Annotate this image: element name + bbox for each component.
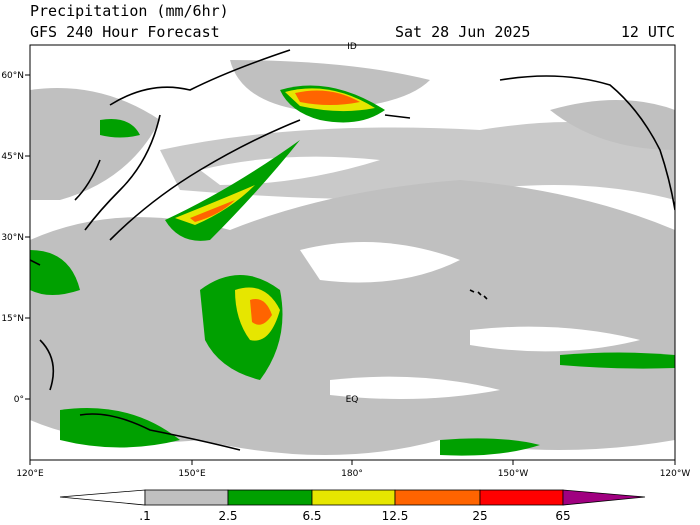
colorbar-label: .1 bbox=[139, 509, 150, 523]
lon-label: 120°W bbox=[660, 469, 691, 479]
colorbar-label: 2.5 bbox=[218, 509, 237, 523]
colorbar-label: 65 bbox=[555, 509, 570, 523]
subtitle: GFS 240 Hour Forecast bbox=[30, 23, 220, 41]
date: Sat 28 Jun 2025 bbox=[395, 23, 530, 41]
coastlines bbox=[30, 49, 675, 451]
lat-label: 0° bbox=[14, 395, 24, 405]
lon-label: 180° bbox=[341, 469, 363, 479]
ticks bbox=[25, 74, 676, 465]
very-heavy-precip bbox=[190, 90, 360, 325]
colorbar-label: 12.5 bbox=[382, 509, 409, 523]
colorbar-label: 6.5 bbox=[302, 509, 321, 523]
colorbar: .1 2.5 6.5 12.5 25 65 bbox=[59, 489, 646, 523]
dateline-label: ID bbox=[347, 42, 357, 52]
lat-label: 45°N bbox=[1, 152, 24, 162]
lat-label: 15°N bbox=[1, 314, 24, 324]
title: Precipitation (mm/6hr) bbox=[30, 2, 229, 20]
map: 120°E 150°E 180° 150°W 120°W 60°N 45°N 3… bbox=[1, 42, 690, 479]
lon-label: 120°E bbox=[16, 469, 44, 479]
lon-label: 150°E bbox=[178, 469, 206, 479]
dry-gaps bbox=[200, 156, 640, 399]
colorbar-label: 25 bbox=[472, 509, 487, 523]
lon-label: 150°W bbox=[498, 469, 529, 479]
lat-label: 30°N bbox=[1, 233, 24, 243]
light-precip bbox=[30, 60, 675, 455]
lat-label: 60°N bbox=[1, 71, 24, 81]
time: 12 UTC bbox=[621, 23, 675, 41]
equator-label: EQ bbox=[346, 395, 359, 405]
